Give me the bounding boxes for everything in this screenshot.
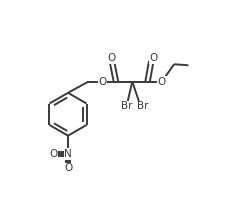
Text: O: O: [50, 149, 58, 159]
Text: O: O: [64, 163, 72, 173]
Text: O: O: [99, 76, 107, 87]
Text: N: N: [64, 149, 72, 159]
Text: O: O: [149, 53, 157, 63]
Text: O: O: [108, 53, 116, 63]
Text: Br: Br: [121, 101, 133, 111]
Text: Br: Br: [137, 101, 149, 111]
Text: O: O: [158, 76, 166, 87]
